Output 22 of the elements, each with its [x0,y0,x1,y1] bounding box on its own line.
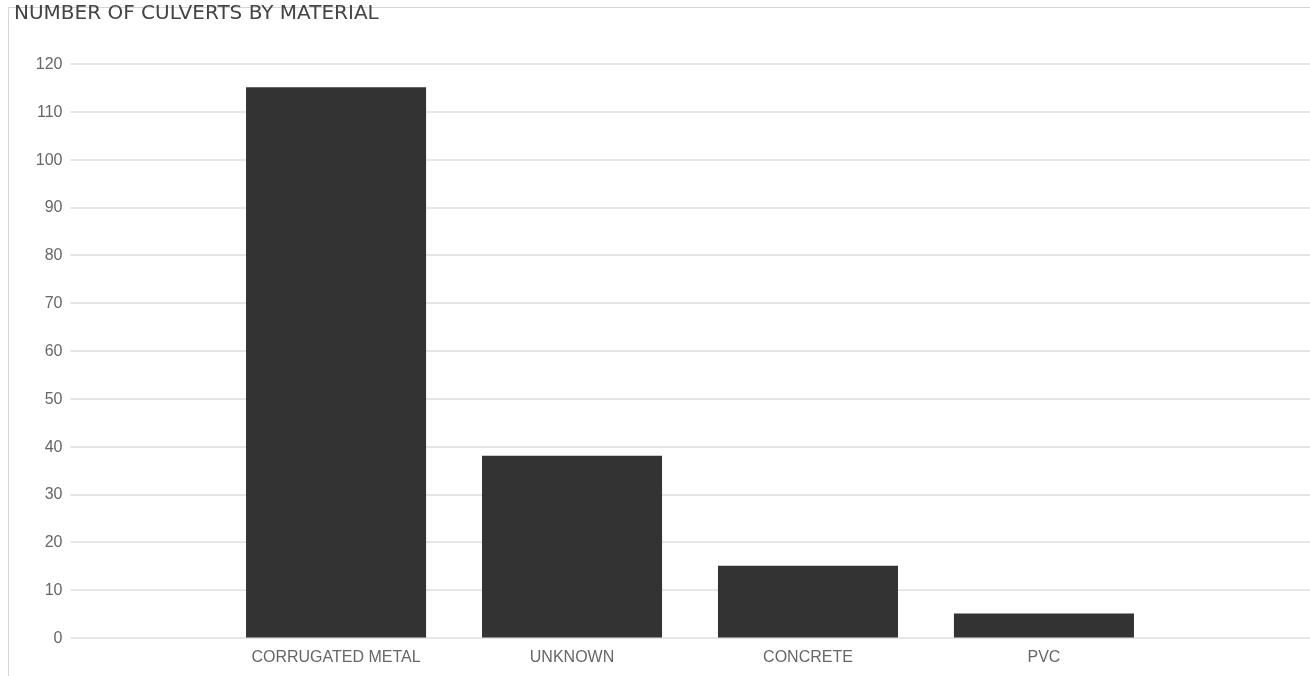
y-tick-label: 50 [44,389,63,407]
y-tick-label: 100 [35,150,63,168]
y-tick-label: 80 [44,246,63,264]
y-tick-label: 40 [44,437,63,455]
chart-title: NUMBER OF CULVERTS BY MATERIAL [14,0,380,25]
bar [246,87,427,638]
y-tick-label: 70 [44,294,63,312]
y-tick-label: 10 [44,581,63,599]
bar [953,613,1134,638]
x-tick-label: UNKNOWN [529,647,615,665]
y-tick-label: 90 [44,198,63,216]
y-tick-label: 60 [44,341,63,359]
x-tick-label: CONCRETE [763,647,853,665]
y-tick-label: 0 [53,628,63,646]
y-tick-label: 30 [44,485,63,503]
bar [717,565,898,638]
x-tick-label: CORRUGATED METAL [251,647,421,665]
y-tick-label: 110 [36,102,63,120]
bar [482,455,663,638]
y-tick-label: 20 [44,533,63,551]
x-tick-label: PVC [1027,647,1061,665]
y-tick-label: 120 [35,54,63,72]
